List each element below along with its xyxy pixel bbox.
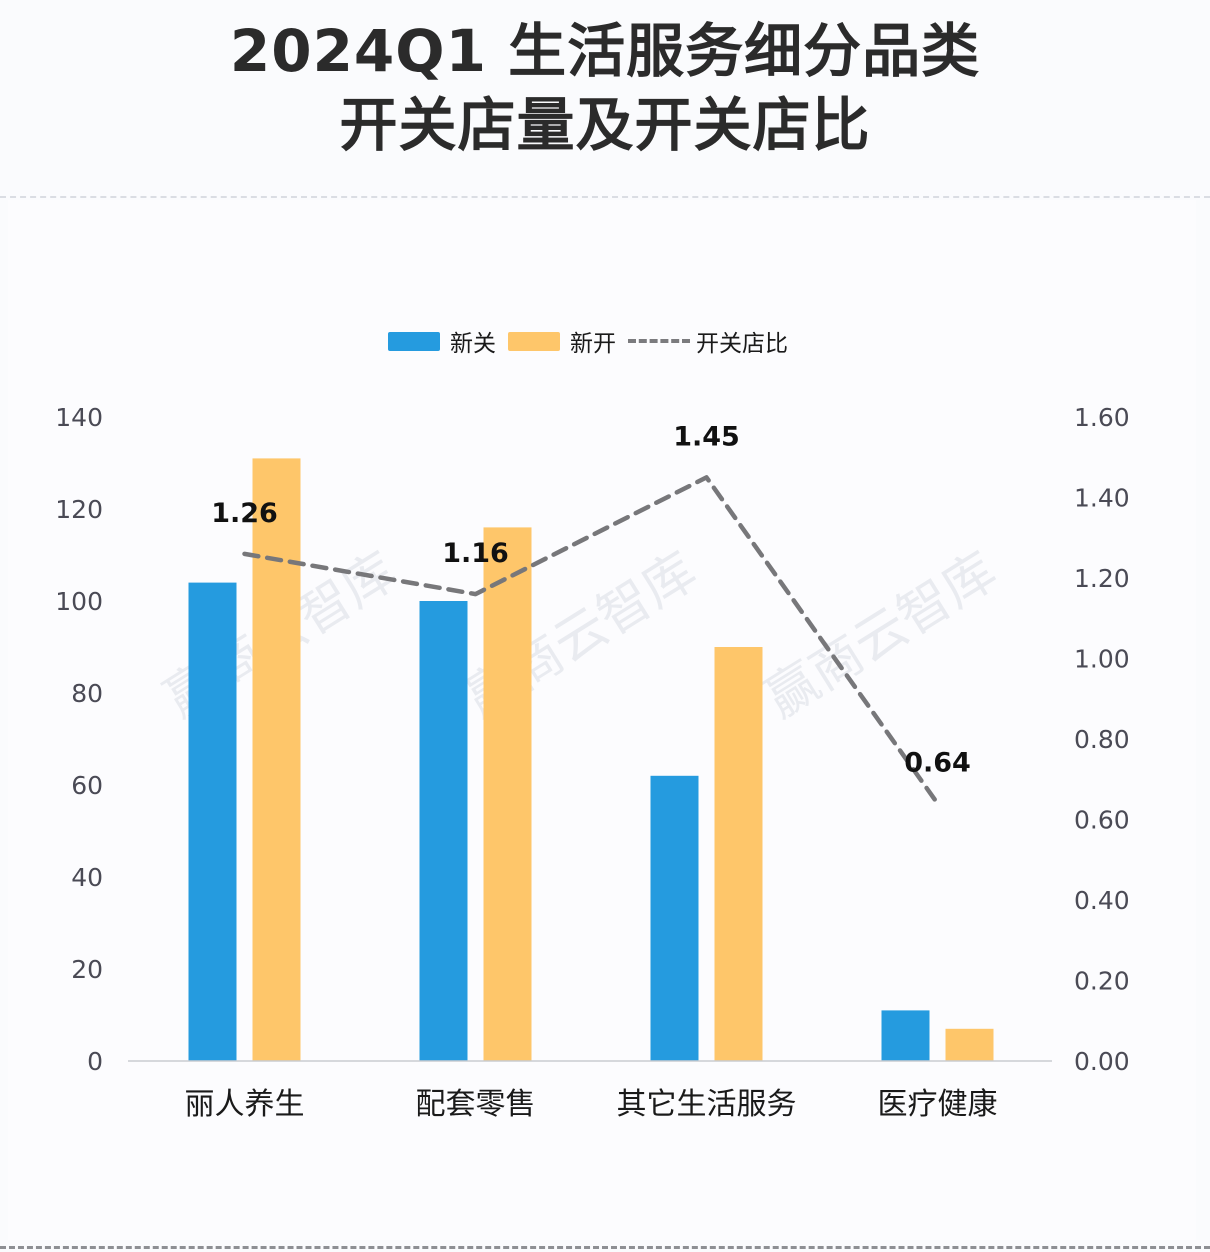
ratio-line-layer	[242, 475, 940, 806]
chart-title-line-1: 2024Q1 生活服务细分品类	[229, 17, 981, 85]
y-right-tick-label: 1.20	[1074, 564, 1130, 593]
chart-title: 2024Q1 生活服务细分品类 开关店量及开关店比	[0, 0, 1210, 196]
y-left-tick-label: 80	[71, 679, 103, 708]
bar-close	[188, 582, 237, 1061]
y-left-tick-label: 40	[71, 863, 103, 892]
ratio-data-label: 1.45	[673, 421, 740, 452]
bar-layer	[188, 458, 994, 1061]
bar-close	[881, 1010, 930, 1061]
bar-open	[252, 458, 301, 1061]
y-left-tick-label: 120	[55, 495, 103, 524]
bar-close	[650, 775, 699, 1061]
title-divider	[0, 196, 1210, 198]
bar-open	[945, 1028, 994, 1061]
y-right-tick-label: 1.40	[1074, 484, 1130, 513]
y-right-tick-label: 1.60	[1074, 403, 1130, 432]
legend-swatch-ratio	[628, 339, 690, 343]
legend-swatch-close	[388, 331, 440, 351]
y-right-tick-label: 1.00	[1074, 645, 1130, 674]
bar-open	[714, 647, 763, 1061]
watermark-text: 赢商云智库	[755, 541, 1007, 730]
ratio-data-label: 1.16	[442, 538, 509, 569]
bar-close	[419, 601, 468, 1061]
y-left-tick-label: 100	[55, 587, 103, 616]
ratio-data-label: 0.64	[904, 747, 971, 778]
legend: 新关 新开 开关店比	[388, 324, 800, 358]
x-tick-label: 医疗健康	[878, 1087, 998, 1122]
y-right-tick-label: 0.00	[1074, 1047, 1130, 1076]
legend-label-open: 新开	[570, 331, 616, 357]
legend-label-close: 新关	[450, 331, 496, 357]
y-right-tick-label: 0.40	[1074, 886, 1130, 915]
y-left-tick-label: 60	[71, 771, 103, 800]
chart-title-line-2: 开关店量及开关店比	[339, 91, 871, 159]
right-y-axis: 0.00 0.20 0.40 0.60 0.80 1.00 1.20 1.40 1.60	[1074, 403, 1130, 1076]
bar-open	[483, 527, 532, 1061]
ratio-labels: 1.26 1.16 1.45 0.64	[211, 421, 971, 778]
x-tick-label: 丽人养生	[185, 1087, 305, 1122]
y-right-tick-label: 0.80	[1074, 725, 1130, 754]
x-tick-label: 配套零售	[416, 1087, 536, 1122]
y-right-tick-label: 0.60	[1074, 806, 1130, 835]
y-left-tick-label: 0	[87, 1047, 103, 1076]
legend-swatch-open	[508, 331, 560, 351]
y-left-tick-label: 140	[55, 403, 103, 432]
y-right-tick-label: 0.20	[1074, 967, 1130, 996]
bottom-divider	[0, 1246, 1210, 1249]
legend-label-ratio: 开关店比	[696, 331, 788, 357]
x-tick-label: 其它生活服务	[617, 1087, 797, 1122]
ratio-line	[242, 475, 940, 806]
x-axis: 丽人养生 配套零售 其它生活服务 医疗健康	[185, 1087, 998, 1122]
left-y-axis: 0 20 40 60 80 100 120 140	[55, 403, 103, 1076]
ratio-data-label: 1.26	[211, 498, 278, 529]
y-left-tick-label: 20	[71, 955, 103, 984]
